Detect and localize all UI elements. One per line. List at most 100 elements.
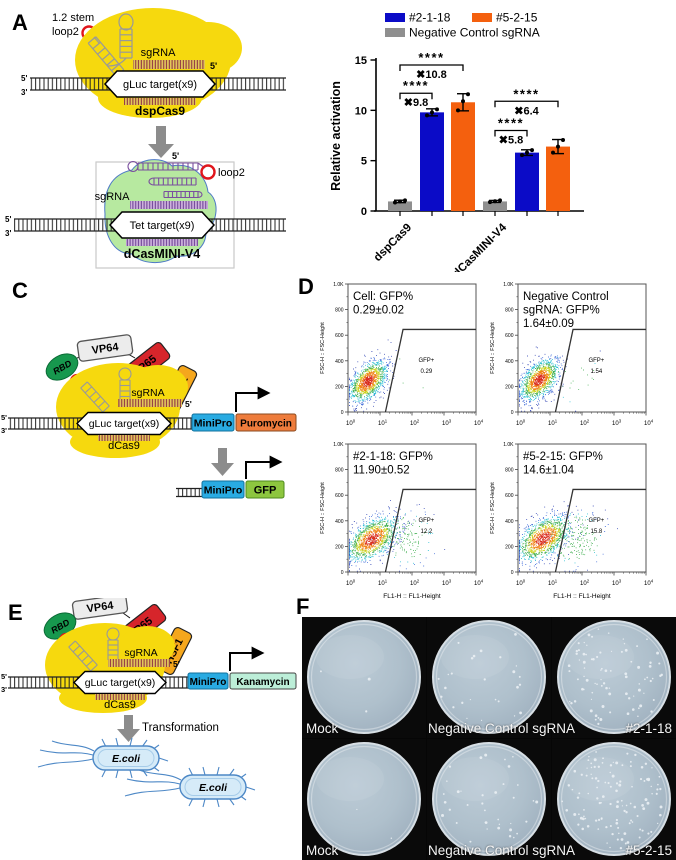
colony xyxy=(481,802,484,805)
colony xyxy=(605,686,608,690)
colony xyxy=(590,762,593,765)
colony xyxy=(600,817,603,820)
colony xyxy=(650,710,653,713)
plot-title-line: #2-1-18: GFP% xyxy=(353,451,433,463)
colony xyxy=(639,777,643,781)
tet-target-label: Tet target(x9) xyxy=(130,220,195,232)
five-prime-spacer-label: 5' xyxy=(210,61,217,71)
gate-label: GFP+ xyxy=(588,358,604,364)
colony xyxy=(637,688,641,692)
y-tick-label: 400 xyxy=(505,359,514,365)
plot-frame xyxy=(347,283,477,413)
plot-title-line: #5-2-15: GFP% xyxy=(523,451,603,463)
colony xyxy=(447,673,450,676)
x-axis-label: FL1-H :: FL1-Height xyxy=(383,593,441,600)
dish-label-nc-2: Negative Control sgRNA xyxy=(428,843,576,858)
colony xyxy=(577,642,580,645)
kanamycin-label: Kanamycin xyxy=(236,677,289,688)
colony xyxy=(644,678,646,681)
gate-value: 0.29 xyxy=(421,369,433,375)
x-tick-label: 103 xyxy=(612,579,622,588)
colony xyxy=(639,828,642,831)
spacer-pairing-bar2 xyxy=(130,201,208,209)
x-tick-label: 100 xyxy=(516,579,526,588)
colony xyxy=(441,813,445,817)
colony xyxy=(618,783,622,787)
legend-label: #2-1-18 xyxy=(409,11,451,25)
colony xyxy=(512,755,514,758)
x-tick-label: 103 xyxy=(442,579,452,588)
colony xyxy=(601,761,604,764)
colony xyxy=(594,682,596,685)
colony xyxy=(623,809,626,813)
five-prime-spacer-label: 5' xyxy=(185,399,192,409)
loop2-circle2-icon xyxy=(200,164,216,180)
y-tick-label: 200 xyxy=(335,544,344,550)
colony xyxy=(625,804,628,807)
legend-swatch xyxy=(385,13,405,22)
colony xyxy=(596,786,598,789)
x-tick-label: 100 xyxy=(516,419,526,428)
colony xyxy=(581,687,584,691)
vp64-box: VP64 xyxy=(76,334,134,362)
down-arrow-icon xyxy=(211,448,234,476)
petri-dish xyxy=(552,739,676,860)
sig-fold: ✖5.8 xyxy=(499,134,524,146)
data-point xyxy=(488,200,492,205)
density-points xyxy=(349,513,434,564)
stem-note-line2: loop2 xyxy=(52,26,79,38)
colony xyxy=(608,687,611,689)
dcas9-label: dCas9 xyxy=(104,699,136,711)
puromycin-box xyxy=(235,413,297,432)
sig-fold: ✖6.4 xyxy=(514,105,539,117)
x-tick-label: 102 xyxy=(580,579,590,588)
colony xyxy=(519,711,522,715)
sgrna-scaffold-icon xyxy=(68,627,120,672)
dish-label-nc-1: Negative Control sgRNA xyxy=(428,721,576,736)
colony xyxy=(457,641,460,644)
dish-label-mock-2: Mock xyxy=(306,843,339,858)
colony xyxy=(455,821,458,824)
colony xyxy=(601,795,605,798)
colony xyxy=(573,769,577,773)
y-axis-label: FSC-H :: FSC-Height xyxy=(490,482,496,534)
three-prime-label: 3' xyxy=(1,685,7,694)
agar xyxy=(557,620,671,734)
gluc-target-label: gLuc target(x9) xyxy=(85,677,156,689)
gate-label: GFP+ xyxy=(588,518,604,524)
colony xyxy=(609,711,612,714)
colony xyxy=(597,717,600,719)
ecoli2-label: E.coli xyxy=(199,782,228,794)
gfp-gate xyxy=(384,328,476,413)
ecoli1-label: E.coli xyxy=(112,753,141,765)
density-points xyxy=(533,374,546,387)
panel-a-label: A xyxy=(12,10,28,35)
density-points xyxy=(530,527,557,550)
colony xyxy=(509,828,513,832)
colony xyxy=(609,771,611,774)
colony xyxy=(639,704,643,708)
colony xyxy=(561,800,564,803)
colony xyxy=(649,679,652,683)
legend-swatch xyxy=(472,13,492,22)
dcas9-label: dCas9 xyxy=(108,440,140,452)
y-tick-label: 800 xyxy=(335,308,344,314)
colony xyxy=(649,661,652,664)
sig-stars: **** xyxy=(418,50,444,65)
colony xyxy=(570,702,573,705)
data-point xyxy=(461,99,465,104)
data-point xyxy=(425,113,429,118)
colony xyxy=(615,821,619,825)
colony xyxy=(469,840,472,843)
colony xyxy=(367,677,371,681)
colony xyxy=(650,830,653,833)
colony xyxy=(659,805,663,809)
down-arrow-icon xyxy=(148,126,174,158)
ecoli-1: E.coli xyxy=(37,737,169,779)
density-points xyxy=(349,360,388,403)
target-hexagon-top xyxy=(103,70,217,98)
colony xyxy=(616,838,619,841)
colony xyxy=(619,846,623,850)
colony xyxy=(442,793,445,795)
bar xyxy=(515,152,539,211)
